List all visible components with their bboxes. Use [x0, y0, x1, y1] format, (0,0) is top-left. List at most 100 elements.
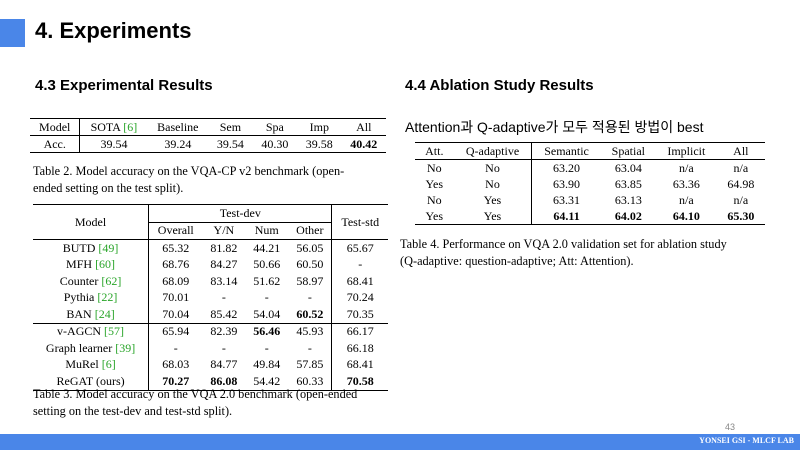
t3-cell: 82.39	[210, 324, 238, 339]
t2-header-model: Model	[30, 118, 81, 136]
t3-cell: -	[264, 340, 269, 355]
t4-cell: No	[426, 160, 442, 175]
t3-header-teststd: Test-std	[331, 204, 388, 240]
t3-cell: -	[288, 340, 333, 357]
t3-cell: 60.52	[288, 306, 333, 323]
section-title-experimental-results: 4.3 Experimental Results	[35, 77, 213, 94]
t3-cell: 56.05	[288, 239, 333, 257]
t3-cell: -	[221, 290, 226, 305]
t3-cell: 84.77	[210, 357, 238, 372]
t3-model-name: Graph learner [39]	[33, 340, 150, 357]
t4-cell: 64.10	[672, 208, 700, 223]
table-2-caption: Table 2. Model accuracy on the VQA-CP v2…	[33, 163, 344, 197]
t3-cell: 49.84	[253, 357, 281, 372]
t3-cell: 70.01	[162, 290, 190, 305]
t3-subheader-num: Num	[254, 223, 279, 238]
slide-title: 4. Experiments	[35, 18, 192, 43]
t3-cell: -	[221, 340, 226, 355]
t2-cell: 39.54	[100, 136, 128, 151]
t3-subheader-other: Other	[288, 222, 333, 240]
t4-cell: 63.04	[614, 160, 642, 175]
t4-cell: No	[453, 176, 533, 192]
table-row: Yes Yes 64.11 64.02 64.10 65.30	[415, 208, 765, 225]
t3-model-name: MFH [60]	[33, 256, 150, 273]
t2-cell: 40.30	[261, 136, 289, 151]
t3-cell: 83.14	[210, 273, 238, 288]
t3-cell: 65.32	[162, 240, 190, 255]
t4-cell: 63.20	[553, 160, 581, 175]
table-row: No No 63.20 63.04 n/a n/a	[415, 159, 765, 176]
t3-model-name: BAN [24]	[33, 306, 150, 323]
table-row: Counter [62] 68.09 83.14 51.62 58.97 68.41	[33, 273, 388, 290]
table-3-caption: Table 3. Model accuracy on the VQA 2.0 b…	[33, 386, 357, 420]
t3-cell: 70.27	[162, 373, 190, 388]
t4-cell: 64.11	[553, 208, 580, 223]
t4-cell: 65.30	[727, 208, 755, 223]
t3-cell: 65.67	[346, 240, 374, 255]
t2-header-baseline: Baseline	[157, 119, 199, 134]
table-2: Model SOTA [6] Baseline Sem Spa Imp All …	[30, 118, 386, 153]
table-row: MFH [60] 68.76 84.27 50.66 60.50 -	[33, 256, 388, 273]
t3-cell: 58.97	[288, 273, 333, 290]
t2-cell: 39.54	[216, 136, 244, 151]
footer-bar	[0, 434, 800, 450]
t4-header-qadaptive: Q-adaptive	[453, 142, 533, 160]
t4-cell: Yes	[453, 208, 533, 225]
t2-header-all: All	[356, 119, 372, 134]
t3-cell: 68.09	[162, 273, 190, 288]
t4-cell: n/a	[733, 192, 749, 207]
t3-cell: 60.33	[288, 373, 333, 390]
t4-cell: 64.02	[614, 208, 642, 223]
t3-cell: 70.24	[346, 290, 374, 305]
t3-cell: 51.62	[253, 273, 281, 288]
t4-cell: 63.85	[614, 176, 642, 191]
table-row: Yes No 63.90 63.85 63.36 64.98	[415, 176, 765, 192]
table-3: Model Test-dev Test-std Overall Y/N Num …	[33, 204, 388, 391]
t4-header-spatial: Spatial	[611, 143, 645, 158]
t2-cell: 39.58	[305, 136, 333, 151]
t4-cell: 64.98	[727, 176, 755, 191]
t3-cell: 60.50	[288, 256, 333, 273]
t3-cell: 70.04	[162, 306, 190, 321]
t3-header-testdev: Test-dev	[148, 204, 333, 223]
t3-cell: 86.08	[210, 373, 238, 388]
table-row: No Yes 63.31 63.13 n/a n/a	[415, 192, 765, 208]
t4-cell: No	[426, 192, 442, 207]
caption-line: setting on the test-dev and test-std spl…	[33, 404, 233, 418]
caption-line: (Q-adaptive: question-adaptive; Att: Att…	[400, 254, 634, 268]
t3-cell: 68.03	[162, 357, 190, 372]
t3-subheader-overall: Overall	[157, 223, 194, 238]
t3-cell: 54.04	[253, 306, 281, 321]
t3-cell: 84.27	[210, 257, 238, 272]
t3-model-name: BUTD [49]	[33, 239, 150, 257]
t3-cell: 68.41	[346, 273, 374, 288]
title-accent-bar	[0, 19, 25, 47]
t3-cell: 70.58	[346, 373, 374, 388]
t2-cell: Acc.	[30, 135, 81, 153]
t4-cell: Yes	[453, 192, 533, 208]
caption-line: Table 4. Performance on VQA 2.0 validati…	[400, 237, 727, 251]
t2-header-sem: Sem	[219, 119, 242, 134]
t4-cell: n/a	[733, 160, 749, 175]
footer-lab-label: YONSEI GSI - MLCF LAB	[699, 436, 794, 445]
t4-cell: 63.31	[553, 192, 581, 207]
table-row: BUTD [49] 65.32 81.82 44.21 56.05 65.67	[33, 239, 388, 257]
t3-model-name: MuRel [6]	[33, 356, 150, 373]
t3-cell: 81.82	[210, 240, 238, 255]
t2-header-sota: SOTA [6]	[90, 119, 138, 134]
t4-cell: n/a	[679, 192, 694, 207]
t3-cell: 66.18	[346, 340, 374, 355]
t2-cell: 39.24	[164, 136, 192, 151]
t4-cell: 63.36	[672, 176, 700, 191]
ablation-note: Attention과 Q-adaptive가 모두 적용된 방법이 best	[405, 119, 704, 135]
t3-cell: -	[288, 289, 333, 306]
t3-cell: -	[358, 257, 363, 272]
t2-header-spa: Spa	[265, 119, 284, 134]
table-4-caption: Table 4. Performance on VQA 2.0 validati…	[400, 236, 727, 270]
caption-line: Table 3. Model accuracy on the VQA 2.0 b…	[33, 387, 358, 401]
t2-header-imp: Imp	[309, 119, 329, 134]
t3-cell: 68.76	[162, 257, 190, 272]
page-number: 43	[725, 422, 736, 432]
t4-header-all: All	[733, 143, 749, 158]
t4-header-att: Att.	[425, 143, 444, 158]
